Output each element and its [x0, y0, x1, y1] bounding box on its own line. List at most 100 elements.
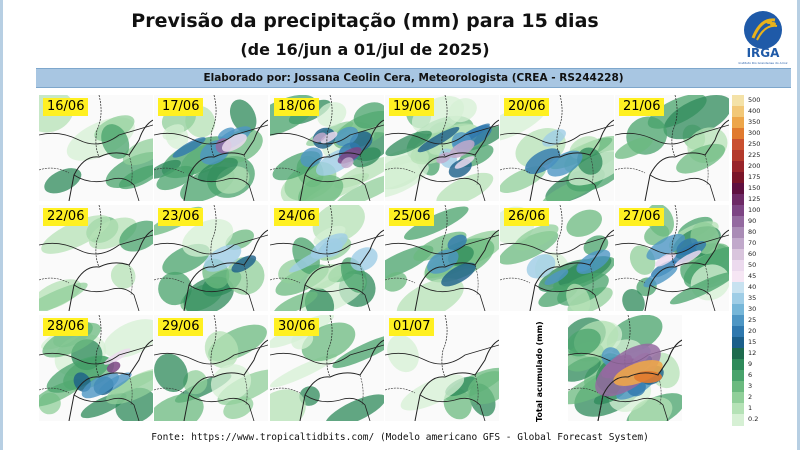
colorbar-label: 225 [748, 151, 761, 159]
colorbar-label: 90 [748, 217, 757, 225]
accumulated-map-panel [568, 315, 682, 423]
colorbar-swatch [732, 337, 744, 349]
colorbar-label: 60 [748, 250, 757, 258]
forecast-map-panel: 17/06 [154, 95, 268, 201]
colorbar-swatch [732, 315, 744, 327]
panel-date-label: 20/06 [504, 98, 550, 116]
accumulated-label: Total acumulado (mm) [532, 321, 546, 425]
colorbar-swatch [732, 414, 744, 426]
colorbar-swatch [732, 260, 744, 272]
colorbar-label: 200 [748, 162, 761, 170]
colorbar-label: 175 [748, 173, 761, 181]
colorbar-label: 100 [748, 206, 761, 214]
panel-date-label: 16/06 [43, 98, 89, 116]
panel-date-label: 01/07 [389, 318, 435, 336]
colorbar-label: 30 [748, 305, 757, 313]
colorbar-swatch [732, 282, 744, 294]
colorbar-label: 70 [748, 239, 757, 247]
panel-date-label: 25/06 [389, 208, 435, 226]
colorbar-swatch [732, 326, 744, 338]
colorbar-label: 45 [748, 272, 757, 280]
colorbar-swatch [732, 106, 744, 118]
colorbar-swatch [732, 172, 744, 184]
forecast-map-panel: 22/06 [39, 205, 153, 311]
colorbar-swatch [732, 304, 744, 316]
colorbar-swatch [732, 392, 744, 404]
forecast-map-panel: 19/06 [385, 95, 499, 201]
panel-date-label: 30/06 [274, 318, 320, 336]
colorbar-swatch [732, 227, 744, 239]
panel-date-label: 18/06 [274, 98, 320, 116]
panel-date-label: 27/06 [619, 208, 665, 226]
colorbar-swatch [732, 348, 744, 360]
forecast-map-panel: 24/06 [270, 205, 384, 311]
colorbar-swatch [732, 216, 744, 228]
panel-date-label: 29/06 [158, 318, 204, 336]
colorbar-swatch [732, 128, 744, 140]
page-subtitle: (de 16/jun a 01/jul de 2025) [240, 40, 490, 59]
forecast-map-panel: 26/06 [500, 205, 614, 311]
colorbar-label: 6 [748, 371, 753, 379]
colorbar-label: 40 [748, 283, 757, 291]
colorbar-swatch [732, 117, 744, 129]
forecast-map-panel: 25/06 [385, 205, 499, 311]
irga-logo: IRGA Instituto Rio Grandense do Arroz [735, 8, 791, 66]
source-footer: Fonte: https://www.tropicaltidbits.com/ … [151, 432, 649, 443]
logo-text: IRGA [747, 46, 781, 60]
colorbar-label: 1 [748, 404, 753, 412]
colorbar-swatch [732, 139, 744, 151]
logo-caption: Instituto Rio Grandense do Arroz [739, 61, 788, 65]
colorbar-swatch [732, 238, 744, 250]
colorbar-swatch [732, 249, 744, 261]
colorbar-swatch [732, 205, 744, 217]
colorbar-label: 12 [748, 349, 757, 357]
colorbar-swatch [732, 293, 744, 305]
accumulated-label-text: Total acumulado (mm) [535, 321, 544, 422]
panel-date-label: 17/06 [158, 98, 204, 116]
colorbar-label: 400 [748, 107, 761, 115]
colorbar-label: 300 [748, 129, 761, 137]
forecast-map-panel: 21/06 [615, 95, 729, 201]
forecast-map-panel: 16/06 [39, 95, 153, 201]
colorbar-label: 350 [748, 118, 761, 126]
forecast-map-panel: 28/06 [39, 315, 153, 421]
colorbar-label: 50 [748, 261, 757, 269]
colorbar-label: 3 [748, 382, 753, 390]
colorbar-label: 150 [748, 184, 761, 192]
colorbar-swatch [732, 271, 744, 283]
panel-date-label: 22/06 [43, 208, 89, 226]
colorbar-label: 80 [748, 228, 757, 236]
page-title: Previsão da precipitação (mm) para 15 di… [131, 10, 599, 32]
colorbar-swatch [732, 370, 744, 382]
colorbar-swatch [732, 183, 744, 195]
panel-date-label: 24/06 [274, 208, 320, 226]
panel-date-label: 23/06 [158, 208, 204, 226]
colorbar-swatch [732, 359, 744, 371]
colorbar-swatch [732, 161, 744, 173]
panel-date-label: 19/06 [389, 98, 435, 116]
colorbar-swatch [732, 194, 744, 206]
forecast-map-panel: 18/06 [270, 95, 384, 201]
colorbar-label: 15 [748, 338, 757, 346]
colorbar-label: 0.2 [748, 415, 759, 423]
panel-date-label: 26/06 [504, 208, 550, 226]
colorbar-label: 125 [748, 195, 761, 203]
colorbar-label: 35 [748, 294, 757, 302]
colorbar-label: 250 [748, 140, 761, 148]
colorbar-swatch [732, 403, 744, 415]
panel-date-label: 28/06 [43, 318, 89, 336]
panel-date-label: 21/06 [619, 98, 665, 116]
forecast-map-panel: 27/06 [615, 205, 729, 311]
colorbar-swatch [732, 150, 744, 162]
forecast-map-panel: 29/06 [154, 315, 268, 421]
author-bar: Elaborado por: Jossana Ceolin Cera, Mete… [36, 68, 791, 88]
colorbar-label: 20 [748, 327, 757, 335]
colorbar-label: 9 [748, 360, 753, 368]
forecast-map-panel: 01/07 [385, 315, 499, 421]
colorbar-swatch [732, 95, 744, 107]
colorbar-swatch [732, 381, 744, 393]
colorbar-label: 2 [748, 393, 753, 401]
colorbar-label: 25 [748, 316, 757, 324]
forecast-map-panel: 23/06 [154, 205, 268, 311]
forecast-map-panel: 30/06 [270, 315, 384, 421]
